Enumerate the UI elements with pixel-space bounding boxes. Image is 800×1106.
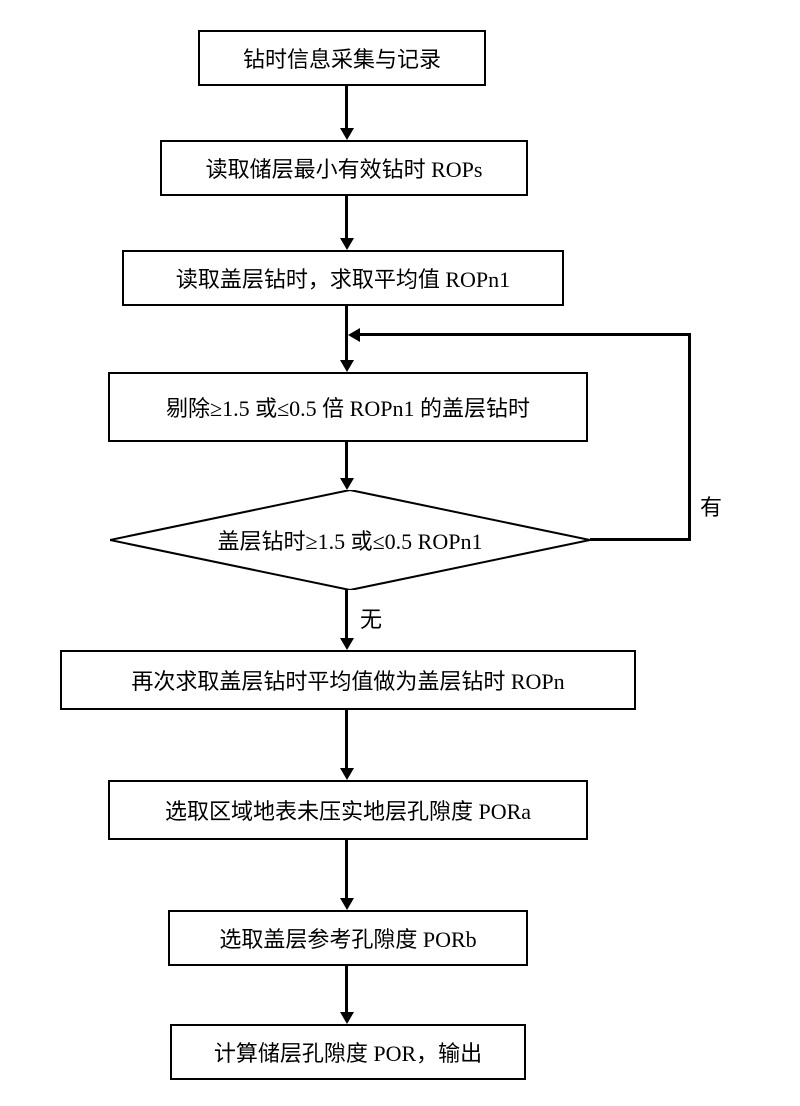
node-n7: 选取区域地表未压实地层孔隙度 PORa [108, 780, 588, 840]
edge-loop-label: 有 [700, 490, 722, 522]
edge-n8-n9-line [345, 966, 348, 1012]
edge-loop-v [688, 333, 691, 541]
edge-n4-n5-line [345, 442, 348, 478]
node-n5-label-wrap: 盖层钻时≥1.5 或≤0.5 ROPn1 [110, 490, 590, 590]
node-n6-label: 再次求取盖层钻时平均值做为盖层钻时 ROPn [131, 664, 564, 696]
node-n6: 再次求取盖层钻时平均值做为盖层钻时 ROPn [60, 650, 636, 710]
edge-loop-h1 [590, 538, 690, 541]
edge-n2-n3-line [345, 196, 348, 238]
edge-n5-n6-label: 无 [360, 602, 382, 634]
edge-n3-n4-head [340, 360, 354, 372]
node-n3-label: 读取盖层钻时，求取平均值 ROPn1 [176, 262, 510, 294]
node-n4: 剔除≥1.5 或≤0.5 倍 ROPn1 的盖层钻时 [108, 372, 588, 442]
node-n1-label: 钻时信息采集与记录 [243, 42, 441, 74]
edge-n1-n2-head [340, 128, 354, 140]
edge-n5-n6-line [345, 590, 348, 638]
edge-n6-n7-head [340, 768, 354, 780]
edge-n6-n7-line [345, 710, 348, 768]
edge-n8-n9-head [340, 1012, 354, 1024]
edge-loop-head [348, 328, 360, 342]
edge-n4-n5-head [340, 478, 354, 490]
flowchart-container: 钻时信息采集与记录 读取储层最小有效钻时 ROPs 读取盖层钻时，求取平均值 R… [0, 0, 800, 1106]
node-n7-label: 选取区域地表未压实地层孔隙度 PORa [165, 794, 531, 826]
node-n4-label: 剔除≥1.5 或≤0.5 倍 ROPn1 的盖层钻时 [166, 391, 530, 423]
edge-loop-h2 [358, 333, 690, 336]
edge-n1-n2-line [345, 86, 348, 128]
node-n2: 读取储层最小有效钻时 ROPs [160, 140, 528, 196]
node-n3: 读取盖层钻时，求取平均值 ROPn1 [122, 250, 564, 306]
node-n8: 选取盖层参考孔隙度 PORb [168, 910, 528, 966]
node-n9-label: 计算储层孔隙度 POR，输出 [214, 1036, 482, 1068]
edge-n7-n8-line [345, 840, 348, 898]
edge-n2-n3-head [340, 238, 354, 250]
node-n9: 计算储层孔隙度 POR，输出 [170, 1024, 526, 1080]
node-n2-label: 读取储层最小有效钻时 ROPs [206, 152, 483, 184]
node-n1: 钻时信息采集与记录 [198, 30, 486, 86]
node-n5-label: 盖层钻时≥1.5 或≤0.5 ROPn1 [218, 524, 483, 556]
edge-n7-n8-head [340, 898, 354, 910]
edge-n5-n6-head [340, 638, 354, 650]
node-n8-label: 选取盖层参考孔隙度 PORb [219, 922, 476, 954]
